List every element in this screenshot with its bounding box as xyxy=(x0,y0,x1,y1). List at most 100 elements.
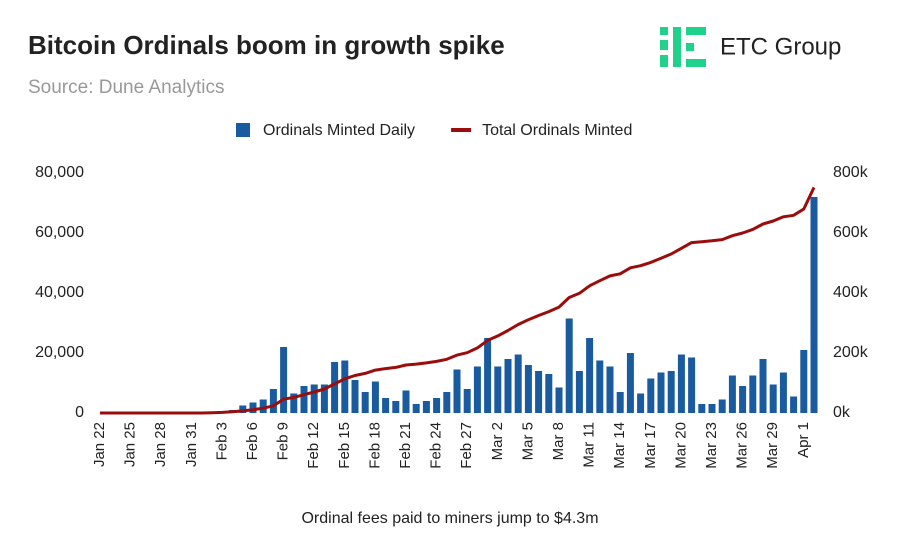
x-tick-label: Mar 14 xyxy=(611,422,628,469)
bar xyxy=(586,338,594,413)
bar xyxy=(769,384,777,413)
y2-tick-label: 200k xyxy=(833,344,869,361)
bar xyxy=(371,381,379,413)
bar xyxy=(514,354,522,413)
bar xyxy=(677,354,685,413)
bar xyxy=(749,375,757,413)
x-tick-label: Mar 23 xyxy=(703,422,720,469)
x-tick-label: Jan 22 xyxy=(91,422,108,467)
bar xyxy=(647,378,655,413)
bar xyxy=(331,362,339,413)
x-tick-label: Mar 17 xyxy=(642,422,659,469)
bar xyxy=(412,404,420,413)
bar xyxy=(616,392,624,413)
bar xyxy=(708,404,716,413)
x-tick-label: Mar 2 xyxy=(489,422,506,460)
x-tick-label: Mar 26 xyxy=(734,422,751,469)
bar xyxy=(473,366,481,413)
bar xyxy=(361,392,369,413)
x-tick-label: Feb 27 xyxy=(458,422,475,469)
bar xyxy=(698,404,706,413)
bar xyxy=(718,399,726,413)
bar xyxy=(494,366,502,413)
y-tick-label: 60,000 xyxy=(35,224,84,241)
x-tick-label: Mar 11 xyxy=(581,422,598,468)
bar xyxy=(239,405,247,413)
x-tick-label: Feb 6 xyxy=(244,422,261,460)
bar xyxy=(657,372,665,413)
y2-tick-label: 400k xyxy=(833,284,869,301)
bar xyxy=(626,353,634,413)
bar xyxy=(280,347,288,413)
bar xyxy=(351,380,359,413)
bar xyxy=(259,399,267,413)
bar xyxy=(800,350,808,413)
bar xyxy=(790,396,798,413)
x-tick-label: Feb 21 xyxy=(397,422,414,469)
bar xyxy=(524,365,532,413)
bar xyxy=(453,369,461,413)
x-tick-label: Jan 28 xyxy=(152,422,169,467)
bar xyxy=(443,392,451,413)
bar xyxy=(433,398,441,413)
bar xyxy=(484,338,492,413)
bar xyxy=(575,371,583,413)
bar xyxy=(565,318,573,413)
x-tick-label: Feb 24 xyxy=(428,422,445,469)
bar xyxy=(545,374,553,413)
x-tick-label: Feb 15 xyxy=(336,422,353,469)
x-tick-label: Mar 29 xyxy=(764,422,781,469)
legend-label: Total Ordinals Minted xyxy=(482,122,632,139)
bar xyxy=(290,393,298,413)
bar xyxy=(779,372,787,413)
y2-tick-label: 0k xyxy=(833,404,851,421)
x-tick-label: Jan 31 xyxy=(183,422,200,467)
bar xyxy=(667,371,675,413)
x-tick-label: Feb 3 xyxy=(213,422,230,460)
bar xyxy=(555,387,563,413)
y2-tick-label: 800k xyxy=(833,164,869,181)
line xyxy=(100,186,816,415)
bar xyxy=(392,401,400,413)
x-tick-label: Apr 1 xyxy=(795,422,812,458)
y2-tick-label: 600k xyxy=(833,224,869,241)
y-tick-label: 80,000 xyxy=(35,164,84,181)
bar xyxy=(728,375,736,413)
bar xyxy=(637,393,645,413)
logo-icon xyxy=(660,27,706,67)
bar xyxy=(402,390,410,413)
caption: Ordinal fees paid to miners jump to $4.3… xyxy=(301,510,598,527)
x-tick-label: Mar 8 xyxy=(550,422,567,460)
brand-name: ETC Group xyxy=(720,33,841,60)
legend-label: Ordinals Minted Daily xyxy=(263,122,415,139)
y-tick-label: 40,000 xyxy=(35,284,84,301)
bar xyxy=(810,197,818,413)
bar xyxy=(463,389,471,413)
y-tick-label: 20,000 xyxy=(35,344,84,361)
bar xyxy=(606,366,614,413)
bar xyxy=(341,360,349,413)
bar xyxy=(269,389,277,413)
bar xyxy=(300,386,308,413)
y-tick-label: 0 xyxy=(75,404,84,421)
legend-swatch xyxy=(236,123,250,137)
x-tick-label: Mar 20 xyxy=(672,422,689,469)
bar xyxy=(535,371,543,413)
bar xyxy=(739,386,747,413)
chart-title: Bitcoin Ordinals boom in growth spike xyxy=(28,30,505,60)
x-tick-label: Jan 25 xyxy=(122,422,139,467)
bar xyxy=(320,384,328,413)
bar xyxy=(310,384,318,413)
x-tick-label: Feb 12 xyxy=(305,422,322,469)
x-tick-label: Mar 5 xyxy=(519,422,536,460)
bar xyxy=(596,360,604,413)
bar xyxy=(688,357,696,413)
x-tick-label: Feb 18 xyxy=(366,422,383,469)
bar xyxy=(382,398,390,413)
bar xyxy=(504,359,512,413)
bar xyxy=(759,359,767,413)
x-tick-label: Feb 9 xyxy=(275,422,292,460)
bar xyxy=(422,401,430,413)
bar xyxy=(249,402,257,413)
